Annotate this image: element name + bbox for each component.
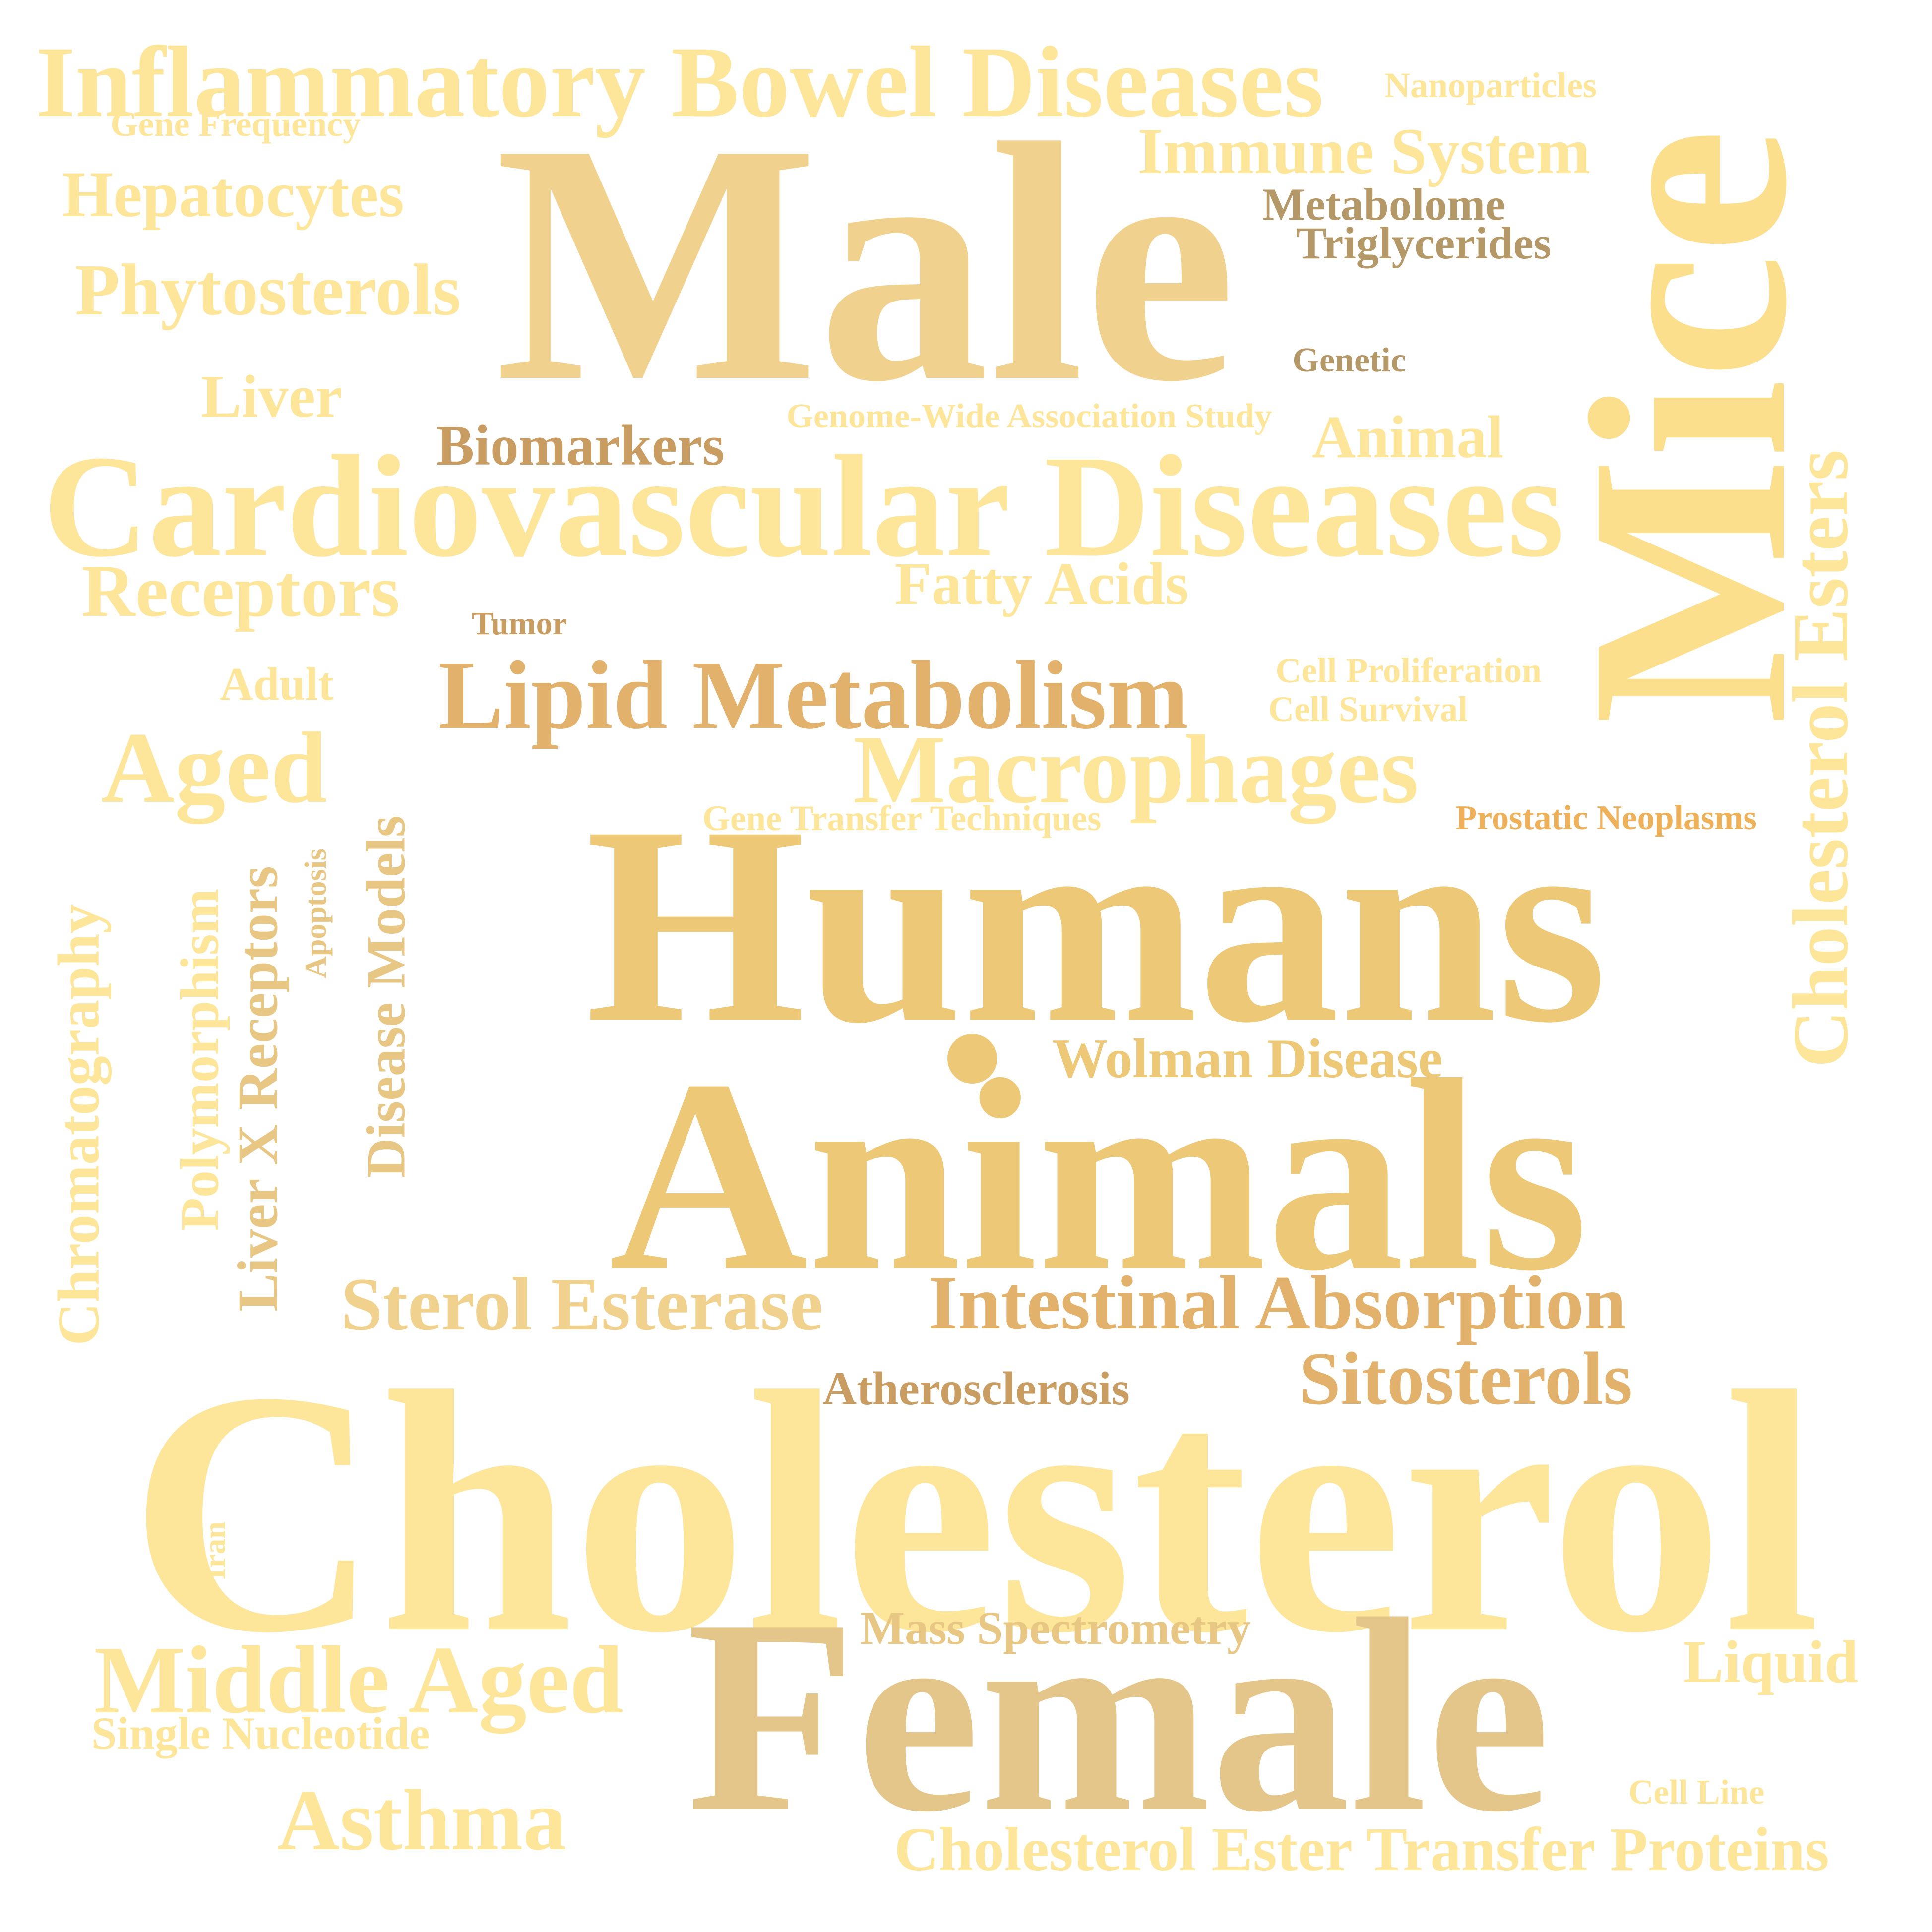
word-liver: Liver [201, 363, 343, 430]
word-chromatography: Chromatography [45, 904, 112, 1346]
word-triglycerides: Triglycerides [1296, 218, 1552, 268]
word-mass-spectrometry: Mass Spectrometry [860, 1601, 1251, 1654]
word-cholesterol-ester-transfer-proteins: Cholesterol Ester Transfer Proteins [894, 1815, 1829, 1884]
word-sitosterols: Sitosterols [1299, 1337, 1633, 1420]
word-middle-aged: Middle Aged [94, 1626, 623, 1734]
word-phytosterols: Phytosterols [75, 249, 461, 331]
word-gene-transfer-techniques: Gene Transfer Techniques [702, 798, 1102, 838]
word-immune-system: Immune System [1137, 115, 1591, 187]
word-genetic: Genetic [1292, 341, 1406, 379]
word-humans: Humans [585, 768, 1607, 1081]
word-atherosclerosis: Atherosclerosis [822, 1362, 1130, 1415]
word-animal: Animal [1312, 404, 1504, 471]
word-cell-survival: Cell Survival [1268, 689, 1468, 729]
word-adult: Adult [220, 659, 334, 710]
word-gene-frequency: Gene Frequency [110, 104, 361, 144]
word-wolman-disease: Wolman Disease [1052, 1028, 1443, 1089]
word-receptors: Receptors [81, 550, 400, 632]
word-prostatic-neoplasms: Prostatic Neoplasms [1455, 799, 1757, 837]
word-cardiovascular-diseases: Cardiovascular Diseases [43, 424, 1564, 587]
word-dot [947, 1034, 997, 1084]
word-nanoparticles: Nanoparticles [1384, 65, 1597, 105]
word-hepatocytes: Hepatocytes [62, 158, 404, 231]
word-liquid: Liquid [1683, 1629, 1859, 1695]
word-cell-proliferation: Cell Proliferation [1275, 651, 1542, 690]
word-cell-line: Cell Line [1628, 1773, 1765, 1811]
word-single-nucleotide: Single Nucleotide [91, 1708, 430, 1758]
word-liver-x-receptors: Liver X Receptors [226, 865, 290, 1312]
word-asthma: Asthma [277, 1771, 566, 1868]
word-polymorphism: Polymorphism [169, 888, 230, 1231]
word-animals: Animals [609, 1023, 1588, 1328]
word-female: Female [686, 1562, 1551, 1870]
word-male: Male [495, 73, 1237, 452]
word-cholesterol-esters: Cholesterol Esters [1776, 450, 1865, 1068]
word-disease-models: Disease Models [355, 815, 417, 1178]
word-intestinal-absorption: Intestinal Absorption [928, 1260, 1627, 1345]
word-inflammatory-bowel-diseases: Inflammatory Bowel Diseases [36, 25, 1324, 138]
word-cholesterol: Cholesterol [129, 1320, 1820, 1704]
word-genome-wide-association-study: Genome-Wide Association Study [786, 397, 1272, 435]
word-biomarkers: Biomarkers [436, 414, 725, 477]
word-macrophages: Macrophages [853, 715, 1419, 824]
word-lipid-metabolism: Lipid Metabolism [438, 641, 1189, 749]
word-iran: Iran [198, 1521, 232, 1580]
word-tumor: Tumor [472, 605, 567, 642]
word-fatty-acids: Fatty Acids [894, 550, 1189, 617]
word-aged: Aged [101, 711, 327, 824]
word-apoptosis: Apoptosis [299, 848, 333, 978]
word-metabolome: Metabolome [1262, 179, 1506, 230]
word-sterol-esterase: Sterol Esterase [341, 1263, 823, 1346]
